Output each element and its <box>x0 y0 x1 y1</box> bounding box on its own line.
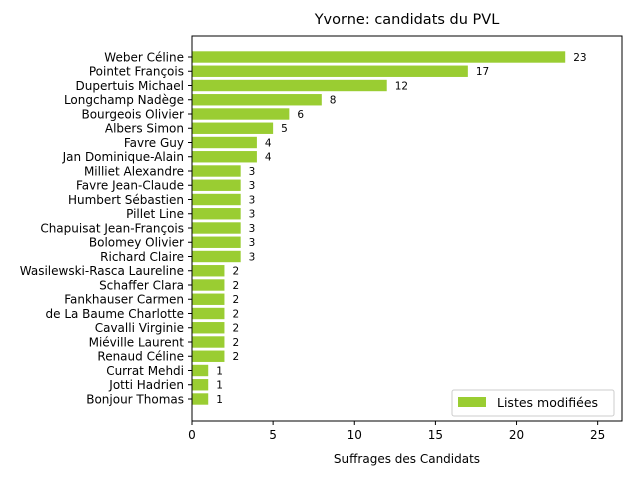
bar-15 <box>192 250 241 263</box>
category-label: Currat Mehdi <box>106 364 184 378</box>
bar-12 <box>192 208 241 220</box>
data-label: 1 <box>216 394 223 406</box>
bar-22 <box>192 350 225 362</box>
chart-title: Yvorne: candidats du PVL <box>314 12 500 28</box>
legend-box <box>451 389 615 417</box>
category-label: Miéville Laurent <box>89 335 185 349</box>
legend-label: Listes modifiées <box>497 395 598 410</box>
data-label: 8 <box>330 95 337 107</box>
category-label: Jotti Hadrien <box>108 378 184 392</box>
data-label: 3 <box>249 223 256 235</box>
x-tick-label: 10 <box>347 428 362 442</box>
category-label: Bonjour Thomas <box>86 392 184 406</box>
category-label: Dupertuis Michael <box>76 79 184 93</box>
x-tick-label: 20 <box>509 428 524 442</box>
bar-11 <box>192 193 241 206</box>
category-label: Albers Simon <box>105 122 184 136</box>
bar-19 <box>192 307 225 320</box>
data-label: 3 <box>249 166 256 178</box>
bar-20 <box>192 322 225 334</box>
bars-layer <box>192 51 566 405</box>
category-label: Jan Dominique-Alain <box>62 150 184 164</box>
x-axis-label: Suffrages des Candidats <box>334 452 480 466</box>
category-label: Weber Céline <box>104 50 184 64</box>
bar-4 <box>192 94 322 106</box>
data-label: 3 <box>249 180 256 192</box>
bar-6 <box>192 122 274 134</box>
data-label: 5 <box>281 123 288 135</box>
category-label: de La Baume Charlotte <box>46 307 185 321</box>
data-label: 3 <box>249 209 256 221</box>
x-tick-label: 0 <box>188 428 196 442</box>
bar-2 <box>192 65 468 77</box>
bar-1 <box>192 51 566 63</box>
bar-18 <box>192 293 225 305</box>
data-label: 1 <box>216 365 223 377</box>
data-label: 4 <box>265 137 272 149</box>
bar-16 <box>192 265 225 277</box>
category-label: Favre Guy <box>124 136 184 150</box>
bar-9 <box>192 165 241 177</box>
bar-21 <box>192 336 225 348</box>
data-label: 23 <box>573 52 586 64</box>
data-label: 2 <box>232 351 239 363</box>
bar-13 <box>192 222 241 234</box>
bar-25 <box>192 393 209 405</box>
x-tick-label: 5 <box>269 428 277 442</box>
data-label: 2 <box>232 308 239 320</box>
category-label: Renaud Céline <box>97 350 184 364</box>
data-label: 2 <box>232 294 239 306</box>
axes: 0 5 10 15 20 25 <box>188 35 623 442</box>
data-label: 12 <box>395 80 408 92</box>
category-label: Milliet Alexandre <box>84 164 184 178</box>
bar-10 <box>192 179 241 191</box>
category-label: Richard Claire <box>100 250 184 264</box>
category-label: Longchamp Nadège <box>64 93 184 107</box>
category-label: Pointet François <box>89 65 184 79</box>
category-label: Bourgeois Olivier <box>81 107 184 121</box>
data-label: 2 <box>232 266 239 278</box>
bar-7 <box>192 136 257 149</box>
category-label: Schaffer Clara <box>99 278 184 292</box>
bar-17 <box>192 279 225 291</box>
x-tick-label: 15 <box>428 428 443 442</box>
category-label: Cavalli Virginie <box>95 321 184 335</box>
data-label: 1 <box>216 380 223 392</box>
data-label: 3 <box>249 237 256 249</box>
legend-swatch <box>458 397 486 407</box>
bar-14 <box>192 236 241 248</box>
bar-8 <box>192 151 257 163</box>
category-label: Pillet Line <box>126 207 184 221</box>
data-label: 3 <box>249 194 256 206</box>
category-label: Fankhauser Carmen <box>64 293 184 307</box>
data-label: 3 <box>249 251 256 263</box>
category-label: Wasilewski-Rasca Laureline <box>20 264 184 278</box>
category-label: Humbert Sébastien <box>68 193 184 207</box>
category-label: Favre Jean-Claude <box>76 179 184 193</box>
plot-frame <box>191 35 623 422</box>
bar-3 <box>192 79 387 92</box>
data-label: 6 <box>297 109 304 121</box>
data-label: 2 <box>232 280 239 292</box>
data-label: 4 <box>265 152 272 164</box>
bar-23 <box>192 364 209 377</box>
bar-24 <box>192 379 209 391</box>
data-label: 2 <box>232 323 239 335</box>
data-label: 17 <box>476 66 489 78</box>
data-label: 2 <box>232 337 239 349</box>
x-tick-label: 25 <box>590 428 605 442</box>
bar-5 <box>192 108 290 120</box>
legend: Listes modifiées <box>451 389 615 417</box>
category-label: Bolomey Olivier <box>89 236 184 250</box>
category-label: Chapuisat Jean-François <box>40 221 184 235</box>
